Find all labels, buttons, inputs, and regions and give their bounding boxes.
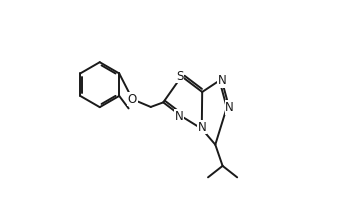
Text: N: N (225, 101, 234, 114)
Text: N: N (175, 110, 183, 123)
Text: N: N (218, 74, 226, 87)
Text: O: O (128, 93, 137, 106)
Text: N: N (197, 121, 206, 134)
Text: S: S (176, 70, 183, 83)
